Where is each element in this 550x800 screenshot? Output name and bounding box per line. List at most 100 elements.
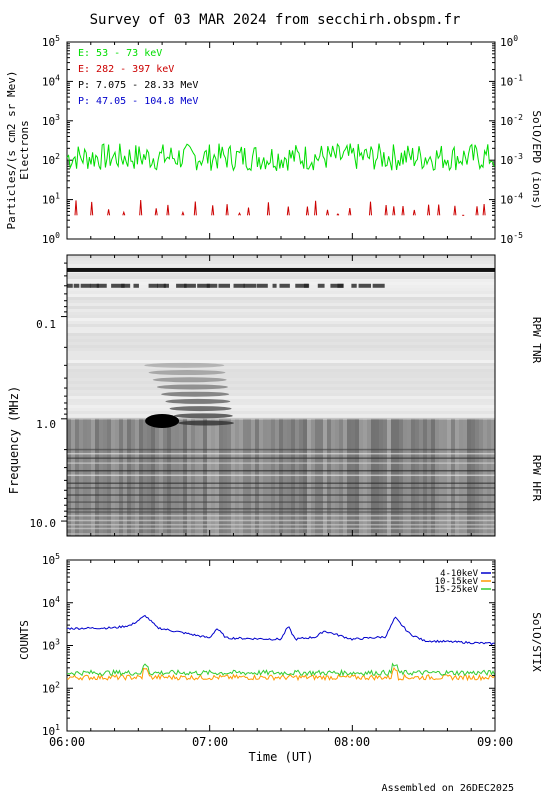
tnr-row (67, 288, 495, 291)
epd-series-electrons-high-spike (211, 205, 215, 216)
hfr-column (387, 418, 391, 536)
hfr-column (191, 418, 195, 536)
hfr-column (143, 418, 147, 536)
stix-xlabel: Time (UT) (248, 750, 313, 764)
rpw-patch (73, 283, 80, 288)
hfr-column (115, 418, 119, 536)
rpw-ytick-0: 0.1 (36, 318, 56, 331)
rpw-patch (184, 283, 196, 288)
hfr-column (303, 418, 307, 536)
hfr-column (391, 418, 395, 536)
hfr-column (307, 418, 311, 536)
rpw-patch (197, 283, 210, 288)
hfr-column (371, 418, 375, 536)
hfr-column (255, 418, 259, 536)
rpw-patch (337, 283, 344, 288)
epd-series-electrons-high-spike (193, 201, 197, 216)
epd-y2tick-label: 10-4 (500, 192, 523, 207)
rpw-patch (279, 283, 290, 288)
rpw-ytick-2: 10.0 (30, 517, 57, 530)
tnr-row (67, 297, 495, 300)
hfr-column (355, 418, 359, 536)
hfr-column (459, 418, 463, 536)
epd-series-electrons-high-spike (225, 204, 229, 216)
stix-legend-3: 15-25keV (435, 585, 479, 595)
hfr-column (159, 418, 163, 536)
hfr-band (67, 524, 495, 526)
tnr-row (67, 363, 495, 366)
hfr-column (415, 418, 419, 536)
epd-series-electrons-high-spike (392, 206, 396, 216)
tnr-row (67, 339, 495, 342)
tnr-row (67, 321, 495, 324)
epd-series-electrons-high-spike (90, 201, 94, 216)
hfr-column (439, 418, 443, 536)
hfr-band (67, 452, 495, 455)
epd-ytick-label: 103 (42, 113, 60, 128)
tnr-row (67, 411, 495, 414)
epd-series-electrons-low (66, 142, 495, 172)
hfr-band (67, 462, 495, 464)
rpw-burst-stripe (161, 391, 230, 397)
epd-series (66, 142, 495, 216)
epd-series-electrons-high-spike (154, 208, 158, 216)
footer-text: Assembled on 26DEC2025 (382, 783, 514, 794)
rpw-patch (157, 283, 166, 288)
epd-series-electrons-high-spike (139, 199, 143, 216)
tnr-row (67, 417, 495, 420)
tnr-row (67, 384, 495, 387)
epd-series-electrons-high-spike (286, 206, 290, 216)
hfr-column (251, 418, 255, 536)
epd-ytick-label: 105 (42, 34, 60, 49)
tnr-row (67, 399, 495, 402)
rpw-burst-stripe (178, 420, 235, 426)
rpw-patch (163, 283, 169, 288)
stix-ytick-label: 103 (42, 638, 60, 653)
hfr-column (247, 418, 251, 536)
rpw-burst-core (145, 413, 180, 428)
hfr-column (479, 418, 483, 536)
hfr-column (167, 418, 171, 536)
hfr-column (223, 418, 227, 536)
hfr-column (475, 418, 479, 536)
tnr-row (67, 351, 495, 354)
tnr-row (67, 264, 495, 267)
epd-y2tick-label: 10-2 (500, 113, 523, 128)
tnr-row (67, 324, 495, 327)
epd-series-electrons-high-spike (401, 205, 405, 216)
hfr-column (471, 418, 475, 536)
tnr-row (67, 312, 495, 315)
hfr-column (403, 418, 407, 536)
tnr-row (67, 393, 495, 396)
hfr-column (375, 418, 379, 536)
hfr-column (187, 418, 191, 536)
rpw-patch (351, 283, 357, 288)
stix-ticks: 101 102 103 104 105 (42, 552, 496, 738)
epd-legend-3: P: 7.075 - 28.33 MeV (78, 80, 198, 91)
hfr-column (91, 418, 95, 536)
epd-series-electrons-high-spike (122, 210, 126, 216)
hfr-column (467, 418, 471, 536)
epd-right-label: SolO/EPD (ions) (530, 110, 543, 209)
hfr-column (135, 418, 139, 536)
hfr-band (67, 469, 495, 472)
stix-xtick-3: 09:00 (477, 735, 513, 749)
epd-legend-2: E: 282 - 397 keV (78, 64, 174, 75)
epd-ylabel: Particles/(s cm2 sr Mev) (5, 71, 18, 230)
hfr-band (67, 474, 495, 477)
hfr-band (67, 508, 495, 510)
hfr-column (335, 418, 339, 536)
epd-legend-4: P: 47.05 - 104.8 MeV (78, 96, 198, 107)
stix-xtick-2: 08:00 (334, 735, 370, 749)
tnr-row (67, 366, 495, 369)
hfr-column (455, 418, 459, 536)
hfr-band (67, 527, 495, 530)
epd-series-electrons-high-spike (314, 200, 318, 216)
epd-series-electrons-high-spike (74, 200, 78, 216)
hfr-column (431, 418, 435, 536)
hfr-column (347, 418, 351, 536)
hfr-column (291, 418, 295, 536)
epd-series-electrons-high-spike (266, 202, 270, 216)
tnr-row (67, 414, 495, 417)
hfr-column (419, 418, 423, 536)
